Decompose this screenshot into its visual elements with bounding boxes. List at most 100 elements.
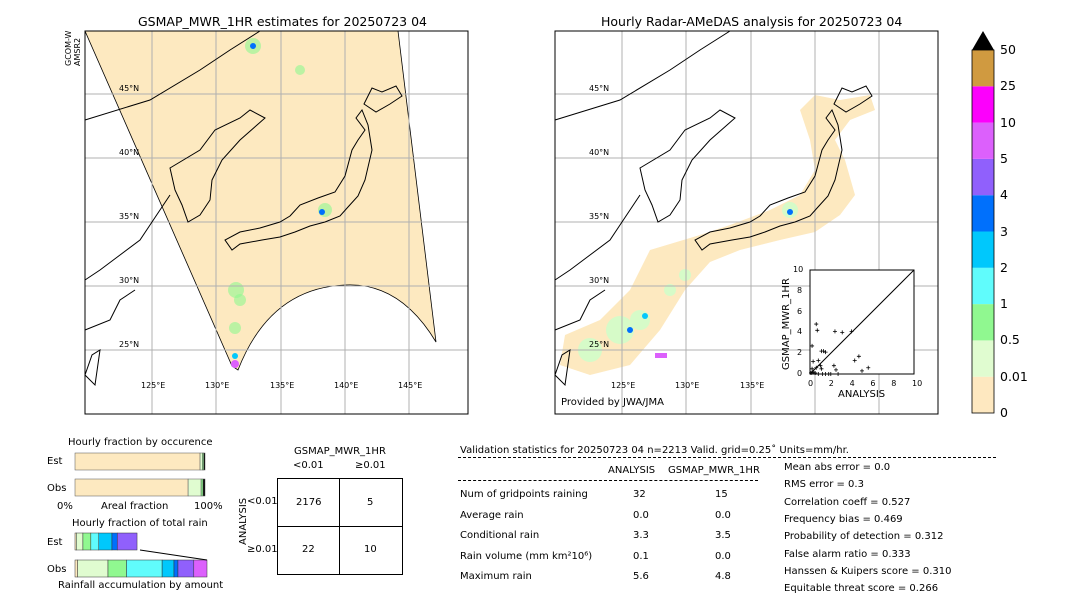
stat-analysis: 32 [633, 489, 646, 500]
colorbar-label: 10 [1000, 114, 1016, 130]
scatter-point [836, 372, 841, 376]
estimate-map [84, 30, 469, 415]
colorbar-label: 3 [1000, 223, 1008, 239]
stat-gsmap: 3.5 [715, 530, 731, 541]
coastline [84, 30, 403, 387]
rain-est-label: Est [47, 537, 63, 548]
rain-bar-segment [116, 532, 138, 551]
rain-bar-segment [98, 532, 113, 551]
rain-patch [606, 316, 634, 344]
score-item: False alarm ratio = 0.333 [784, 548, 911, 560]
sensor-label: GCOM-W AMSR2 [64, 30, 82, 66]
colorbar-label: 0.01 [1000, 368, 1028, 384]
scatter-point [818, 363, 823, 368]
occ-obs-label: Obs [47, 483, 67, 494]
scatter-point [840, 330, 845, 335]
colorbar-label: 50 [1000, 42, 1016, 57]
lat-label: 40°N [589, 148, 610, 157]
scatter-ytick: 6 [797, 306, 803, 316]
stat-analysis: 5.6 [633, 571, 649, 582]
colorbar-segment [972, 231, 994, 268]
colorbar-segment [972, 195, 994, 232]
lon-label: 145°E [398, 381, 423, 390]
occurrence-bar-segment [74, 452, 201, 471]
lat-label: 45°N [589, 84, 610, 93]
col-label-lt: <0.01 [293, 460, 324, 471]
stat-label: Maximum rain [460, 571, 532, 582]
colorbar-extend-arrow [972, 31, 994, 50]
scatter-point [852, 358, 857, 363]
scatter-point [811, 369, 816, 374]
rain-bar-segment [82, 532, 92, 551]
scatter-xtick: 6 [870, 379, 876, 388]
scatter-point [849, 329, 854, 334]
occurrence-bar-segment [187, 478, 202, 497]
scatter-point [816, 358, 821, 363]
scatter-xtick: 4 [849, 379, 855, 388]
scatter-ylabel: GSMAP_MWR_1HR [781, 278, 792, 370]
scatter-xtick: 8 [891, 379, 897, 388]
occurrence-bar-segment [200, 478, 204, 497]
scatter-point [823, 350, 828, 355]
lat-label: 30°N [119, 276, 140, 285]
stat-label: Num of gridpoints raining [460, 489, 588, 500]
scatter-point [828, 372, 833, 376]
radar-coverage [560, 95, 875, 375]
colorbar-label: 4 [1000, 187, 1008, 203]
scatter-ytick: 4 [797, 327, 803, 337]
colorbar-segment [972, 340, 994, 377]
stat-gsmap: 0.0 [715, 509, 731, 521]
occ-est-label: Est [47, 456, 63, 467]
lat-label: 25°N [589, 340, 610, 349]
occ-tick-0: 0% [57, 501, 73, 512]
colorbar-label: 0.5 [1000, 332, 1020, 348]
left-map-title: GSMAP_MWR_1HR estimates for 20250723 04 [138, 14, 427, 29]
rain-title: Hourly fraction of total rain [72, 518, 208, 529]
credit-text: Provided by JWA/JMA [561, 397, 664, 408]
rain-bar-segment [177, 559, 195, 578]
colorbar-segment [972, 86, 994, 123]
rain-bar-segment [161, 559, 175, 578]
rain-patch [295, 65, 305, 75]
score-item: Correlation coeff = 0.527 [784, 496, 911, 508]
scatter-point [819, 366, 824, 371]
rain-patch [630, 310, 650, 330]
scatter-point [860, 368, 864, 373]
colorbar-segment [972, 267, 994, 305]
scatter-ytick: 10 [793, 265, 804, 274]
scatter-point [815, 328, 820, 333]
occurrence-bar-segment [202, 478, 206, 497]
score-item: Equitable threat score = 0.266 [784, 583, 939, 595]
stat-label: Average rain [460, 509, 524, 521]
cell-miss: 22 [302, 544, 315, 555]
row-label-lt: <0.01 [247, 496, 278, 507]
lat-label: 30°N [589, 276, 610, 285]
diagonal-line [809, 269, 915, 375]
rain-bar-segment [173, 559, 179, 578]
scatter-xtick: 0 [808, 379, 814, 388]
scatter-point [814, 365, 819, 370]
lon-label: 125°E [141, 381, 166, 390]
rain-bar-segment [76, 532, 84, 551]
scatter-point [866, 365, 871, 370]
lat-label: 25°N [119, 340, 140, 349]
lon-label: 140°E [334, 381, 359, 390]
lon-label: 130°E [205, 381, 230, 390]
rain-bar-segment [193, 559, 208, 578]
lat-label: 35°N [589, 212, 610, 221]
right-map-title: Hourly Radar-AMeDAS analysis for 2025072… [601, 14, 903, 29]
stat-gsmap: 4.8 [715, 571, 731, 582]
coastline [554, 30, 873, 387]
score-item: Probability of detection = 0.312 [784, 531, 944, 543]
scatter-point [809, 370, 814, 375]
occurrence-title: Hourly fraction by occurence [68, 437, 213, 448]
stat-gsmap: 15 [715, 489, 728, 500]
scatter-point [813, 370, 818, 375]
scatter-point [814, 322, 819, 327]
lon-label: 135°E [270, 381, 295, 390]
score-item: Mean abs error = 0.0 [784, 462, 891, 473]
colorbar-segment [972, 158, 994, 196]
lon-label: 135°E [740, 381, 765, 390]
occurrence-bar-segment [74, 478, 189, 497]
